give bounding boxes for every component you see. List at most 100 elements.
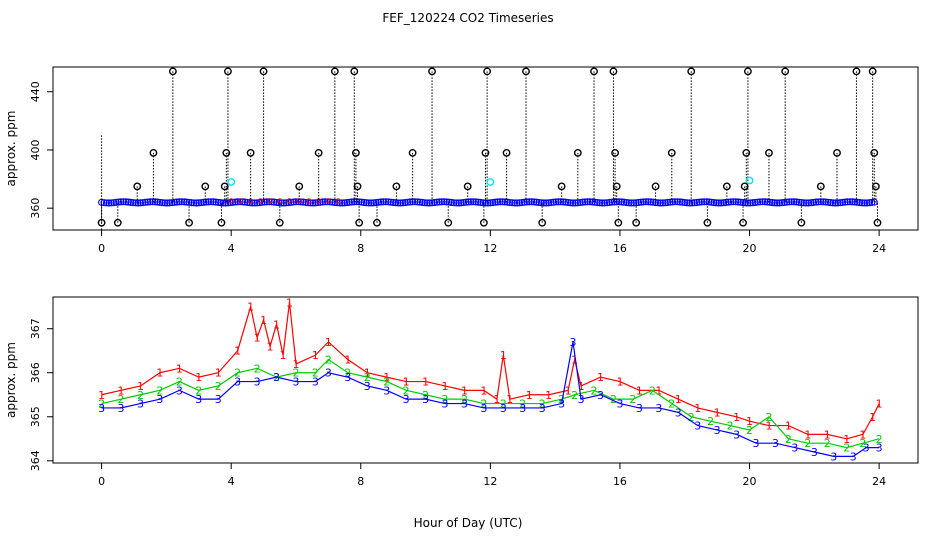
baseline-point <box>214 198 222 206</box>
baseline-point <box>785 198 793 206</box>
baseline-point <box>741 199 750 207</box>
spike-point <box>873 218 882 227</box>
spike-point <box>590 67 598 76</box>
baseline-point <box>180 198 188 206</box>
series-marker-2: 2 <box>383 376 390 389</box>
series-marker-3: 3 <box>772 437 779 450</box>
baseline-point <box>868 198 876 206</box>
baseline-point <box>637 198 645 206</box>
baseline-point <box>156 198 164 206</box>
series-marker-1: 1 <box>506 393 513 406</box>
baseline-point <box>523 198 531 206</box>
baseline-point <box>501 198 509 206</box>
baseline-point <box>537 199 545 207</box>
series-marker-2: 2 <box>480 398 487 411</box>
baseline-point <box>462 198 470 206</box>
baseline-point <box>632 199 640 207</box>
spike-point <box>275 218 284 227</box>
baseline-point <box>690 199 699 207</box>
y-axis-title: approx. ppm <box>4 111 18 187</box>
baseline-point <box>209 198 217 206</box>
spike-point <box>133 182 142 191</box>
baseline-point <box>552 198 560 206</box>
baseline-point <box>666 198 674 206</box>
baseline-point <box>564 198 572 207</box>
baseline-point <box>503 198 511 206</box>
baseline-point <box>584 198 592 206</box>
spike-point <box>557 182 566 191</box>
series-marker-2: 2 <box>804 437 811 450</box>
baseline-point <box>853 198 861 206</box>
baseline-red-point <box>306 198 312 204</box>
baseline-point <box>246 199 254 207</box>
spike-point <box>871 182 880 191</box>
series-marker-3: 3 <box>694 420 701 433</box>
spike-point <box>816 182 825 191</box>
spike-point <box>573 148 582 157</box>
series-marker-3: 3 <box>519 402 526 415</box>
baseline-point <box>559 198 567 206</box>
baseline-point <box>178 198 186 206</box>
baseline-point <box>452 199 460 207</box>
spike-point <box>797 218 806 227</box>
baseline-point <box>299 198 307 206</box>
baseline-point <box>831 199 839 207</box>
series-marker-2: 2 <box>765 411 772 424</box>
baseline-point <box>754 198 762 206</box>
series-marker-3: 3 <box>791 442 798 455</box>
series-marker-2: 2 <box>344 367 351 380</box>
baseline-point <box>530 198 538 206</box>
baseline-point <box>678 198 686 206</box>
baseline-point <box>474 198 482 206</box>
baseline-point <box>423 199 431 207</box>
baseline-point <box>545 199 553 207</box>
spike-point <box>350 67 359 76</box>
cyan-point <box>486 178 495 186</box>
baseline-point <box>756 198 764 206</box>
series-marker-1: 1 <box>234 345 241 358</box>
series-marker-1: 1 <box>176 362 183 375</box>
baseline-point <box>775 199 784 207</box>
y-tick-label: 365 <box>29 406 42 427</box>
baseline-point <box>858 199 866 207</box>
baseline-point <box>737 198 745 206</box>
baseline-point <box>192 199 200 207</box>
series-marker-1: 1 <box>578 380 585 393</box>
series-marker-2: 2 <box>824 437 831 450</box>
baseline-point <box>596 199 604 207</box>
spike-point <box>651 182 660 191</box>
plot-frame <box>52 296 919 464</box>
baseline-point <box>183 198 191 206</box>
baseline-point <box>217 199 225 207</box>
baseline-point <box>107 199 115 207</box>
series-marker-2: 2 <box>325 354 332 367</box>
series-marker-3: 3 <box>578 393 585 406</box>
baseline-point <box>591 198 599 206</box>
series-marker-2: 2 <box>519 398 526 411</box>
baseline-point <box>255 199 264 207</box>
baseline-point <box>542 199 550 207</box>
series-marker-2: 2 <box>215 380 222 393</box>
spike-point <box>609 67 618 76</box>
baseline-point <box>382 198 390 206</box>
baseline-point <box>396 199 405 207</box>
baseline-point <box>515 199 524 207</box>
baseline-red-point <box>238 198 244 204</box>
series-marker-3: 3 <box>675 406 682 419</box>
series-marker-1: 1 <box>746 415 753 428</box>
baseline-point <box>455 199 463 207</box>
baseline-point <box>404 198 412 206</box>
baseline-point <box>773 199 781 207</box>
series-marker-2: 2 <box>461 393 468 406</box>
baseline-point <box>343 199 351 207</box>
spike-point <box>833 148 841 157</box>
baseline-point <box>438 198 446 206</box>
baseline-point <box>729 198 737 206</box>
baseline-point <box>219 199 227 207</box>
spike-point <box>168 67 177 76</box>
baseline-point <box>848 198 856 206</box>
spike-point <box>614 218 623 227</box>
spike-point <box>222 148 231 157</box>
y-tick-label: 440 <box>29 81 42 102</box>
series-marker-1: 1 <box>675 393 682 406</box>
